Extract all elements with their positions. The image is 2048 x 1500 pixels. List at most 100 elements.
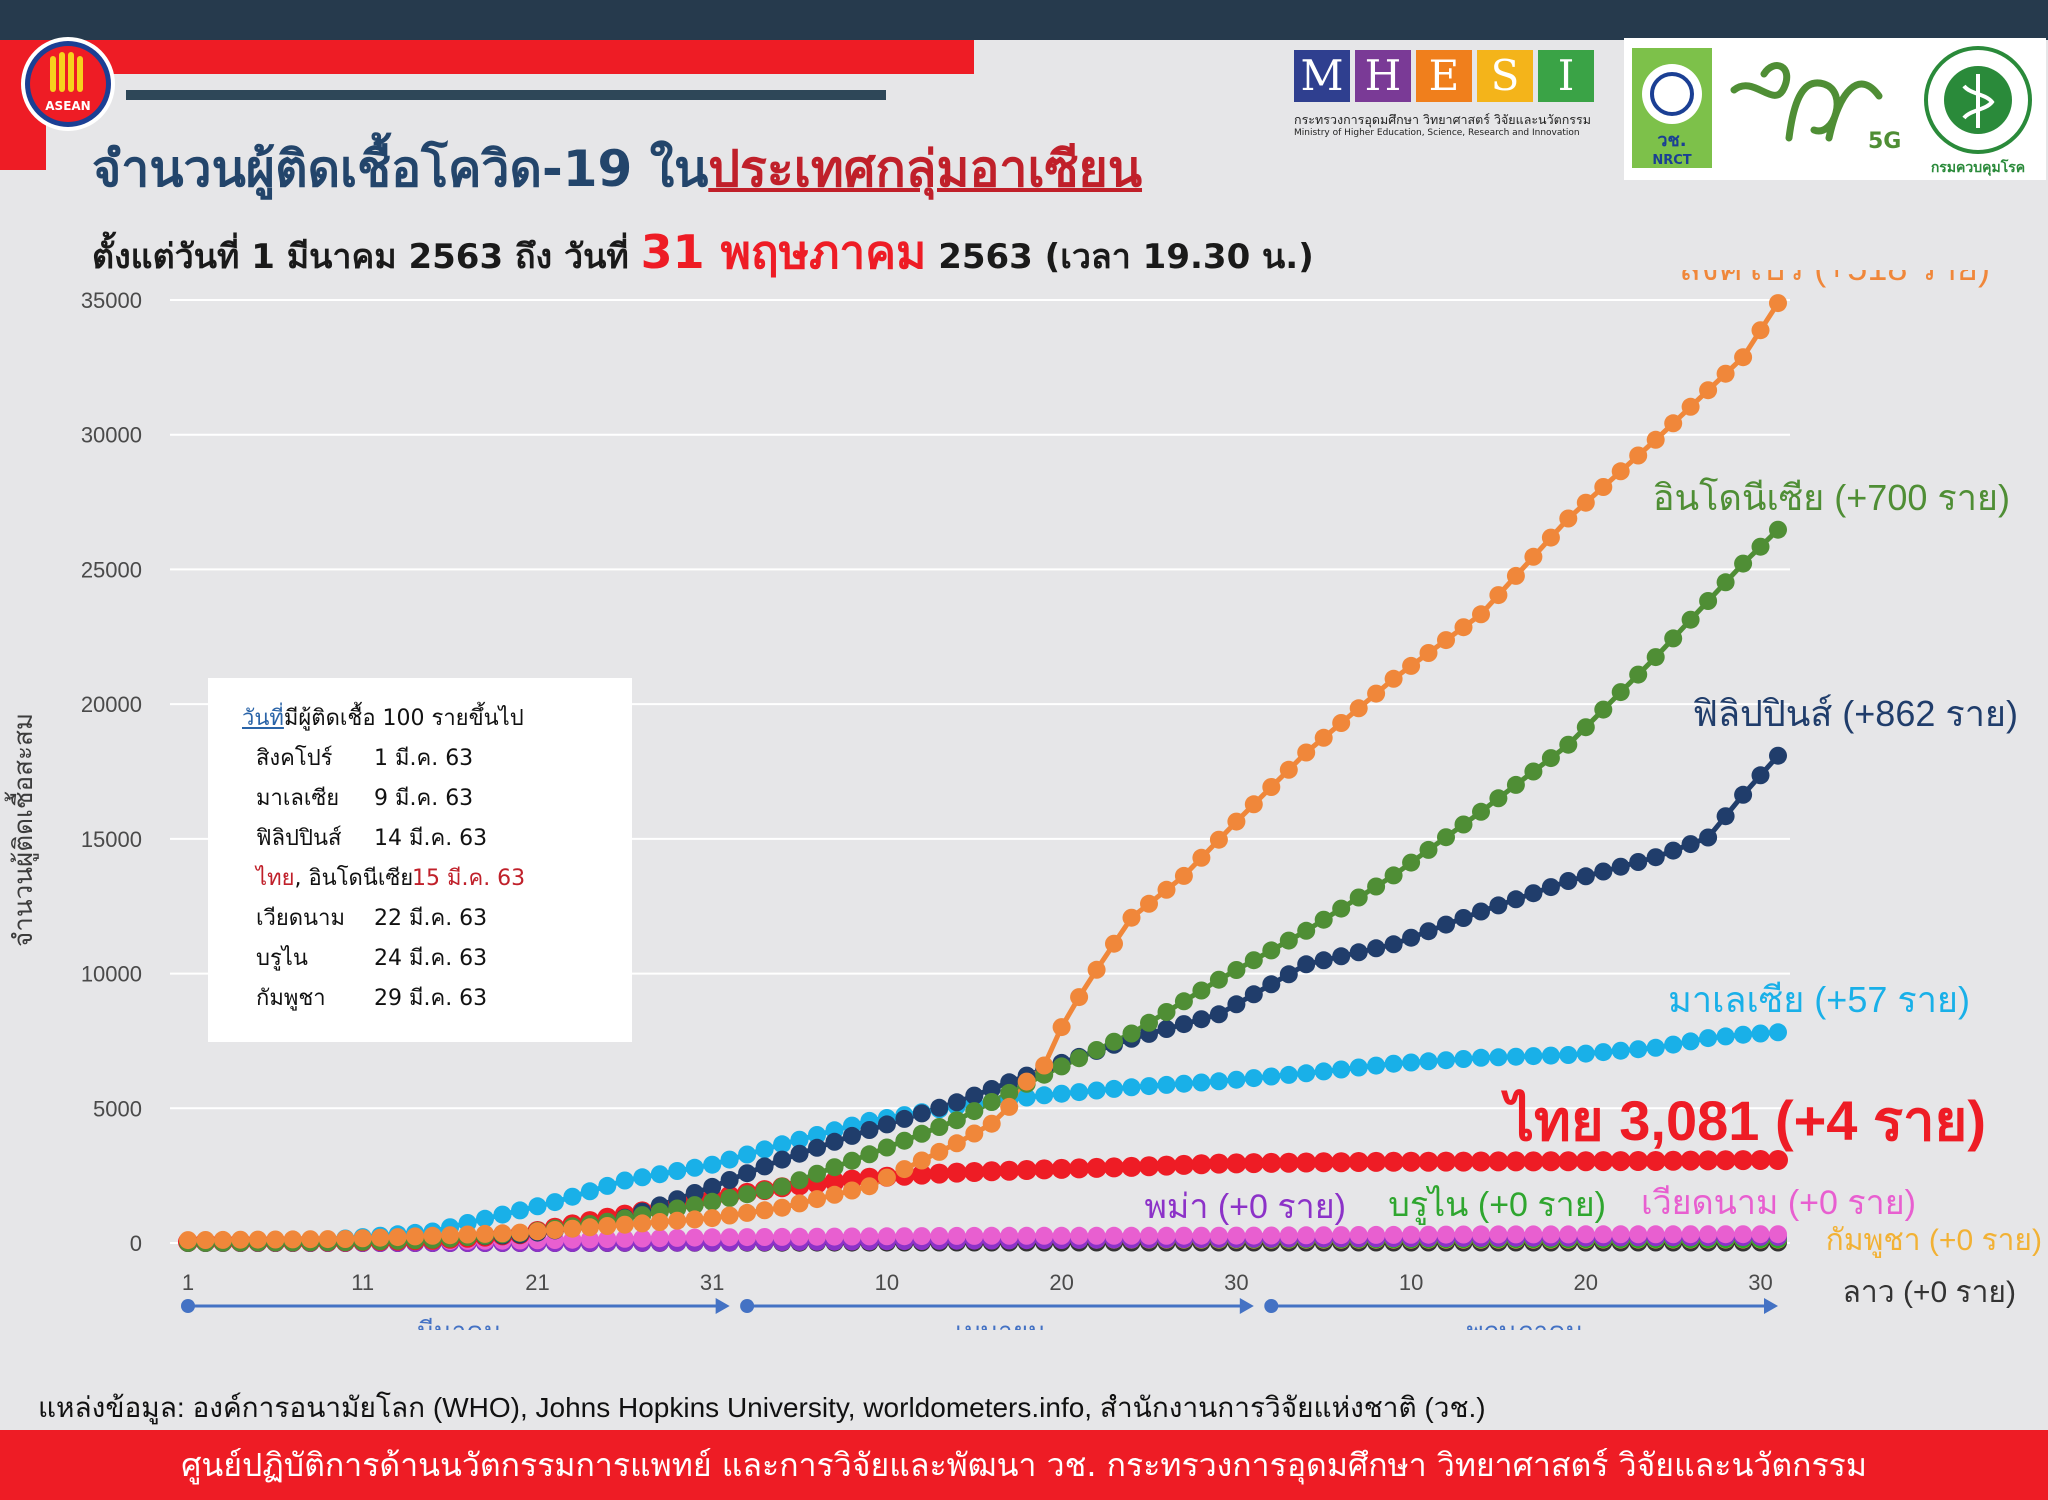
series-point [685,1196,704,1215]
series-point [1716,573,1735,592]
series-point [825,1158,844,1177]
series-point [1594,700,1613,719]
series-point [615,1171,634,1190]
series-point [703,1192,722,1211]
series-point [1419,840,1438,859]
series-annotation: บรูไน (+0 ราย) [1388,1185,1606,1225]
series-point [1227,1070,1246,1089]
legend-box: วันที่มีผู้ติดเชื้อ 100 รายขึ้นไป สิงคโป… [208,678,632,1042]
series-point [981,1161,1002,1182]
series-point [1174,1226,1193,1245]
series-point [773,1150,792,1169]
series-point [1769,1225,1787,1244]
series-point [773,1227,792,1246]
series-point [563,1219,582,1238]
series-point [1488,1151,1509,1172]
subtitle-start: ตั้งแต่วันที่ 1 มีนาคม 2563 ถึง วันที่ [92,237,641,277]
series-point [1576,867,1595,886]
series-point [1419,1052,1438,1071]
series-point [720,1206,739,1225]
series-point [1419,922,1438,941]
series-point [1472,605,1490,624]
series-annotation: เวียดนาม (+0 ราย) [1641,1184,1916,1222]
series-point [1629,665,1648,684]
series-point [1349,1058,1368,1077]
mhesi-logo: M H E S I กระทรวงการอุดมศึกษา วิทยาศาสตร… [1290,40,1630,150]
series-point [1646,848,1665,867]
series-point [196,1231,215,1249]
x-axis: 1 11 21 31 10 20 30 10 20 30 [182,1270,1773,1295]
series-point [1209,1005,1228,1024]
series-point [911,1164,932,1185]
series-point [1121,1156,1142,1177]
series-point [738,1164,757,1183]
legend-date: 24 มี.ค. 63 [374,946,488,971]
series-point [808,1138,826,1157]
series-point [1244,951,1263,970]
series-point [598,1217,617,1235]
legend-country: กัมพูชา [256,986,326,1011]
series-point [1016,1160,1037,1180]
series-point [843,1126,861,1145]
series-point [1489,586,1508,605]
series-point [895,1227,914,1246]
series-point [1314,728,1333,747]
series-point [1646,430,1665,449]
series-point [633,1229,652,1248]
mhesi-letter-m: M [1294,50,1350,102]
y-tick-label: 5000 [93,1096,142,1121]
series-annotation: กัมพูชา (+0 ราย) [1826,1224,2042,1258]
legend-country: บรูไน [256,946,308,971]
series-annotation: ลาว (+0 ราย) [1843,1276,2016,1309]
series-point [1278,1152,1299,1173]
series-point [633,1168,652,1187]
series-point [1681,1225,1700,1244]
series-point [1157,1003,1176,1021]
series-point [825,1132,844,1151]
series-point [1611,1041,1630,1060]
series-point [511,1201,529,1220]
series-point [912,1104,931,1123]
series-point [1262,941,1281,960]
series-point [1227,961,1246,979]
series-point [1506,890,1525,909]
series-point [1366,1151,1387,1172]
series-point [598,1230,617,1249]
series-point [1629,446,1648,465]
series-point [1314,1062,1333,1081]
series-point [1559,509,1578,528]
series-point [1611,683,1630,702]
series-point [1070,988,1089,1007]
series-point [1384,1225,1403,1244]
series-point [318,1230,337,1249]
series-point [1087,1226,1106,1245]
series-point [930,1227,949,1245]
series-point [1402,928,1421,947]
series-point [1611,462,1630,481]
legend-date: 15 มี.ค. 63 [412,866,526,891]
series-point [824,1171,845,1192]
series-point [231,1230,250,1249]
series-point [1384,866,1403,885]
series-point [895,1131,914,1150]
series-point [843,1151,861,1170]
series-point [633,1214,652,1233]
series-point [1087,960,1106,979]
series-point [929,1163,950,1184]
series-point [1332,947,1351,966]
series-point [1105,934,1123,953]
series-point [1576,493,1595,512]
series-point [1279,931,1298,950]
series-point [1454,1225,1473,1244]
series-point [1559,1046,1578,1064]
series-point [1629,1040,1648,1059]
series-point [1331,1152,1352,1173]
series-point [1297,1226,1316,1245]
series-point [650,1229,669,1248]
subtitle-end: 2563 (เวลา 19.30 น.) [926,237,1314,277]
series-point [930,1142,949,1161]
series-point [1681,835,1700,854]
series-point [1384,935,1403,954]
series-point [982,1114,1001,1133]
emblem-text: ASEAN [45,99,90,113]
